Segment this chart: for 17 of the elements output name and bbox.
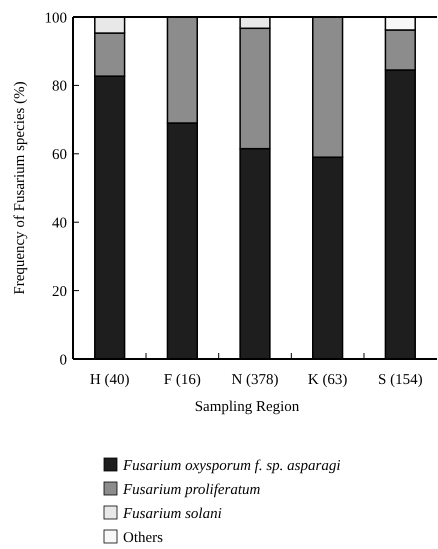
legend-label: Fusarium oxysporum f. sp. asparagi xyxy=(122,458,341,474)
x-tick-label: K (63) xyxy=(308,372,348,388)
y-tick-label: 80 xyxy=(52,78,67,95)
legend-label: Fusarium solani xyxy=(122,506,222,522)
y-axis-title: Frequency of Fusarium species (%) xyxy=(12,81,28,295)
x-tick-label: N (378) xyxy=(231,372,279,388)
y-tick-label: 0 xyxy=(60,352,67,368)
x-tick-label: S (154) xyxy=(378,372,423,388)
legend-label: Fusarium proliferatum xyxy=(122,482,261,498)
legend-label: Others xyxy=(123,530,164,546)
y-tick-label: 40 xyxy=(52,215,67,232)
x-axis-title: Sampling Region xyxy=(194,399,300,415)
y-tick-label: 20 xyxy=(52,284,67,300)
x-tick-label: F (16) xyxy=(164,372,201,388)
y-tick-label: 60 xyxy=(52,147,67,164)
x-tick-label: H (40) xyxy=(90,372,130,388)
y-tick-label: 100 xyxy=(44,10,67,26)
